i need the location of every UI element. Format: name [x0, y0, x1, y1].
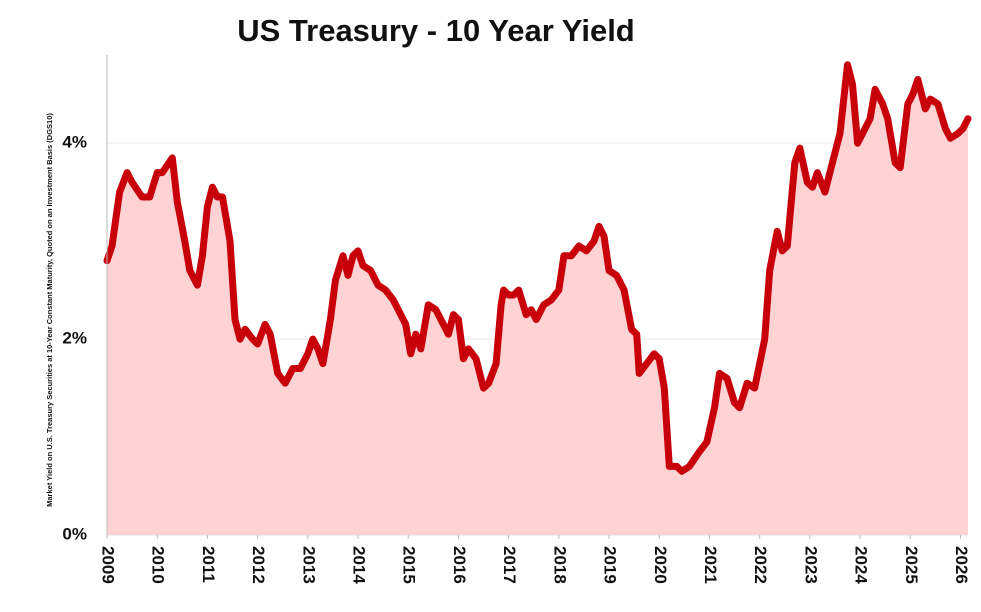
- y-tick-label: 4%: [62, 133, 87, 152]
- x-tick-label: 2014: [350, 546, 369, 584]
- x-tick-label: 2017: [500, 546, 519, 584]
- area: [107, 64, 968, 536]
- x-tick-label: 2011: [199, 546, 218, 583]
- x-tick-label: 2026: [952, 546, 971, 584]
- x-tick-label: 2023: [801, 546, 820, 584]
- x-tick-label: 2010: [149, 546, 168, 584]
- x-tick-label: 2021: [701, 546, 720, 584]
- chart-title: US Treasury - 10 Year Yield: [237, 13, 635, 48]
- x-tick-label: 2024: [852, 546, 871, 584]
- x-tick-label: 2013: [299, 546, 318, 584]
- y-tick-label: 0%: [62, 524, 87, 543]
- x-tick-label: 2018: [550, 546, 569, 584]
- x-tick-label: 2009: [99, 546, 118, 584]
- line: [103, 61, 972, 475]
- x-tick-label: 2022: [751, 546, 770, 584]
- x-tick-label: 2020: [651, 546, 670, 584]
- y-axis-label: Market Yield on U.S. Treasury Securities…: [45, 113, 54, 507]
- x-tick-label: 2012: [249, 546, 268, 584]
- x-tick-label: 2025: [902, 546, 921, 584]
- x-tick-label: 2015: [400, 546, 419, 584]
- x-tick-label: 2019: [601, 546, 620, 584]
- y-tick-label: 2%: [62, 329, 87, 348]
- x-tick-label: 2016: [450, 546, 469, 584]
